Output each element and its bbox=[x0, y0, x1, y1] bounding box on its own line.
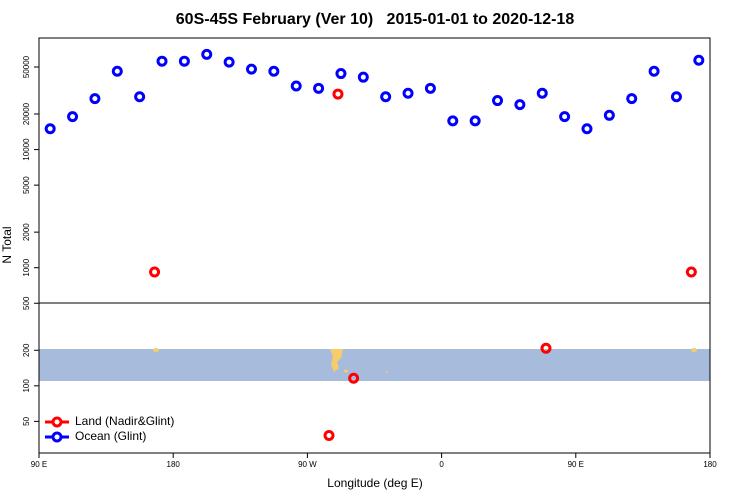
x-tick-label: 90 E bbox=[31, 460, 47, 469]
point bbox=[693, 54, 705, 66]
point bbox=[323, 429, 335, 441]
y-tick-label: 100 bbox=[22, 379, 31, 393]
point bbox=[290, 80, 302, 92]
x-tick-label: 90 E bbox=[568, 460, 584, 469]
point bbox=[223, 56, 235, 68]
point bbox=[44, 123, 56, 135]
point bbox=[685, 266, 697, 278]
y-tick-label: 500 bbox=[22, 296, 31, 310]
point bbox=[348, 372, 360, 384]
point bbox=[540, 342, 552, 354]
point bbox=[469, 115, 481, 127]
chart-title: 60S-45S February (Ver 10) 2015-01-01 to … bbox=[176, 11, 575, 28]
point bbox=[626, 93, 638, 105]
point bbox=[268, 65, 280, 77]
point bbox=[89, 93, 101, 105]
y-tick-label: 5000 bbox=[22, 176, 31, 194]
x-tick-label: 180 bbox=[703, 460, 717, 469]
y-tick-label: 20000 bbox=[22, 102, 31, 125]
x-tick-label: 90 W bbox=[298, 460, 317, 469]
y-tick-label: 1000 bbox=[22, 258, 31, 276]
legend-marker bbox=[51, 416, 63, 428]
y-tick-label: 200 bbox=[22, 343, 31, 357]
x-axis-label: Longitude (deg E) bbox=[327, 476, 422, 490]
point bbox=[357, 71, 369, 83]
point bbox=[67, 111, 79, 123]
point bbox=[380, 91, 392, 103]
point bbox=[603, 109, 615, 121]
point bbox=[313, 82, 325, 94]
x-tick-label: 0 bbox=[439, 460, 444, 469]
point bbox=[245, 63, 257, 75]
point bbox=[134, 91, 146, 103]
point bbox=[648, 65, 660, 77]
point bbox=[514, 99, 526, 111]
point bbox=[149, 266, 161, 278]
point bbox=[156, 55, 168, 67]
y-tick-label: 50000 bbox=[22, 55, 31, 78]
point bbox=[335, 68, 347, 80]
plot-frame bbox=[38, 37, 711, 454]
point bbox=[447, 115, 459, 127]
y-axis-label: N Total bbox=[0, 226, 14, 263]
land-shapes bbox=[153, 348, 697, 373]
y-tick-label: 50 bbox=[22, 416, 31, 425]
point bbox=[670, 91, 682, 103]
y-tick-label: 2000 bbox=[22, 223, 31, 241]
point bbox=[581, 123, 593, 135]
point bbox=[332, 88, 344, 100]
legend-marker bbox=[51, 431, 63, 443]
y-tick-label: 10000 bbox=[22, 138, 31, 161]
legend-label: Ocean (Glint) bbox=[75, 429, 146, 443]
point bbox=[559, 111, 571, 123]
point bbox=[402, 87, 414, 99]
x-tick-label: 180 bbox=[167, 460, 181, 469]
point bbox=[536, 87, 548, 99]
point bbox=[201, 48, 213, 60]
point bbox=[424, 82, 436, 94]
point bbox=[178, 55, 190, 67]
point bbox=[492, 95, 504, 107]
point bbox=[111, 65, 123, 77]
legend-label: Land (Nadir&Glint) bbox=[75, 414, 174, 428]
latitude-band bbox=[39, 349, 710, 381]
